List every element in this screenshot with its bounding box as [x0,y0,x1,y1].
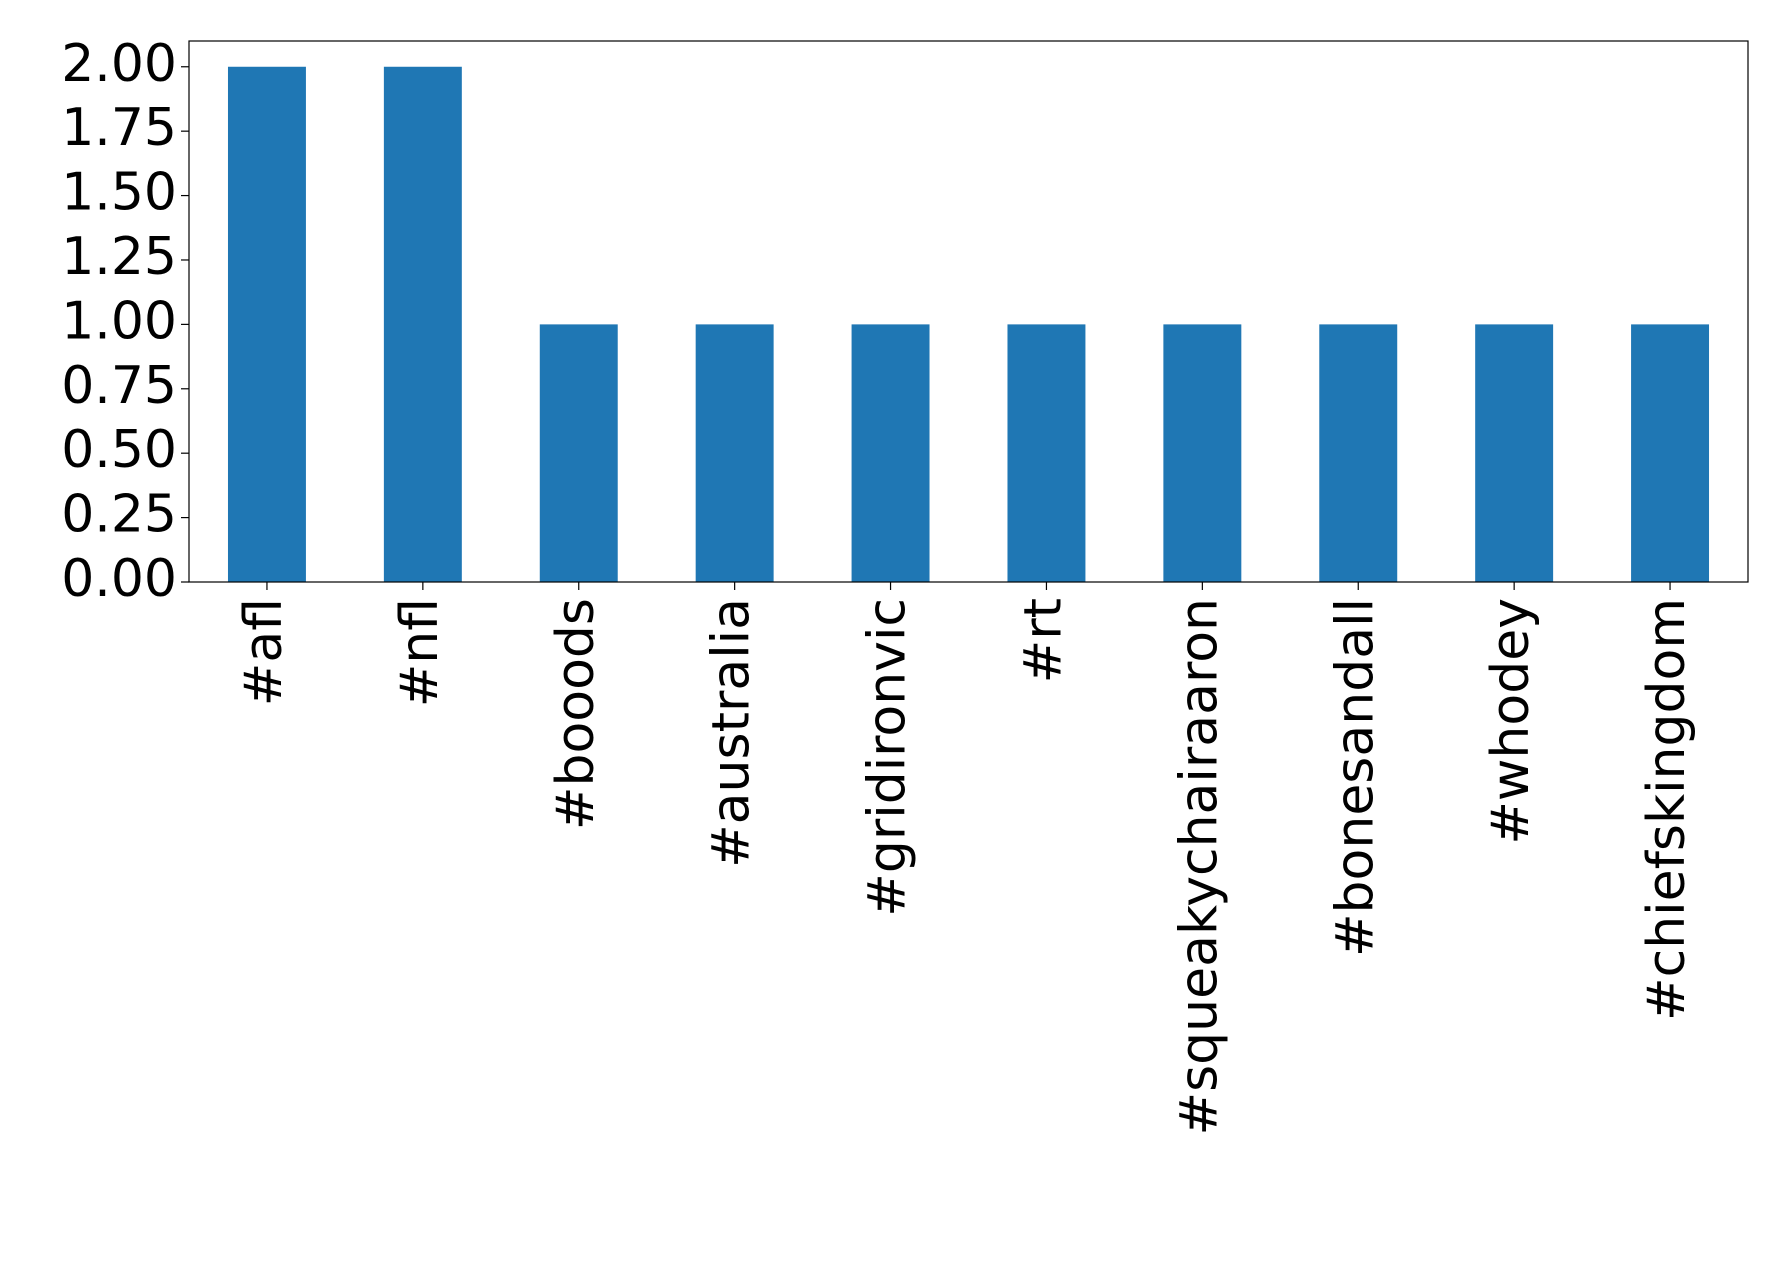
x-tick-label: #afl [234,598,294,706]
x-tick-label: #nfl [390,598,450,707]
bar [383,66,462,582]
x-tick-label: #bonesandall [1325,598,1385,957]
x-tick-label: #rt [1013,598,1073,683]
bar [539,324,618,582]
bar [695,324,774,582]
bar [1007,324,1086,582]
bar [1475,324,1554,582]
y-tick-label: 1.50 [61,163,177,223]
x-tick-label: #squeakychairaaron [1169,598,1229,1136]
x-tick-label: #booods [546,598,606,830]
bar [227,66,306,582]
y-tick-label: 1.75 [61,98,177,158]
bar [1631,324,1710,582]
bar [1319,324,1398,582]
x-tick-label: #whodey [1481,598,1541,845]
y-tick-label: 1.00 [61,291,177,351]
y-tick-label: 0.75 [61,356,177,416]
x-tick-label: #gridironvic [858,598,918,917]
y-tick-label: 0.00 [61,549,177,609]
y-tick-label: 2.00 [61,34,177,94]
y-tick-label: 0.50 [61,420,177,480]
x-tick-label: #chiefskingdom [1637,598,1697,1021]
y-tick-label: 0.25 [61,485,177,545]
bar [851,324,930,582]
x-tick-label: #australia [702,598,762,868]
plot-frame [188,40,1749,583]
bar [1163,324,1242,582]
y-tick-label: 1.25 [61,227,177,287]
